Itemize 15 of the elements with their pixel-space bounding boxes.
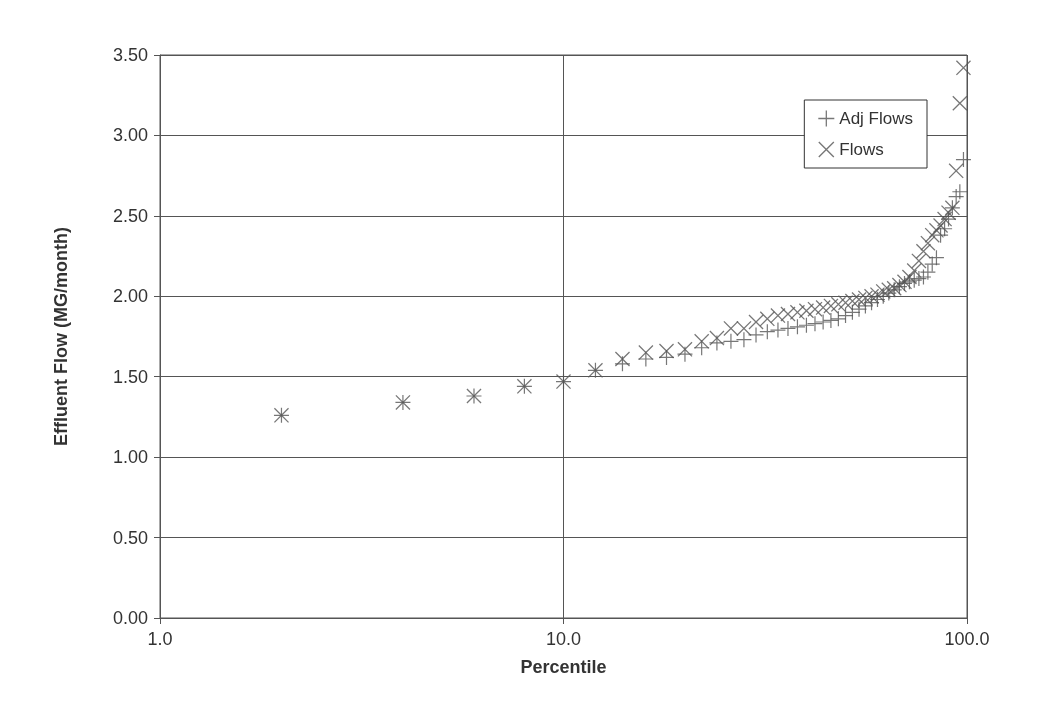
x-axis-title: Percentile xyxy=(520,657,607,677)
y-tick-label: 2.00 xyxy=(112,286,148,307)
x-tick-label: 1.0 xyxy=(147,629,173,649)
y-tick-label: 3.00 xyxy=(112,125,148,146)
x-tick-label: 10.0 xyxy=(545,629,582,649)
y-tick-label: 1.50 xyxy=(112,366,148,387)
x-tick-label: 100.0 xyxy=(944,629,990,649)
y-tick-label: 3.50 xyxy=(112,45,148,65)
legend-label: Flows xyxy=(839,140,884,159)
legend-label: Adj Flows xyxy=(839,109,913,128)
y-tick-label: 0.50 xyxy=(112,527,148,548)
y-tick-label: 2.50 xyxy=(112,205,148,226)
y-axis-title: Effluent Flow (MG/month) xyxy=(51,227,71,446)
y-tick-label: 1.00 xyxy=(112,447,148,468)
y-tick-label: 0.00 xyxy=(112,608,148,628)
